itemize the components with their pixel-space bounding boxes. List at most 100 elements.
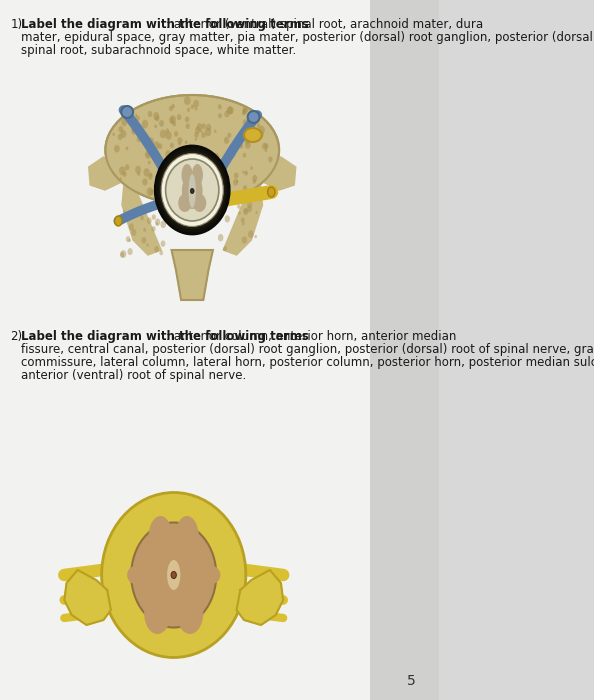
Circle shape xyxy=(160,130,166,139)
Circle shape xyxy=(154,185,159,191)
Circle shape xyxy=(131,128,136,134)
Circle shape xyxy=(254,113,260,121)
Circle shape xyxy=(213,153,219,160)
Ellipse shape xyxy=(121,106,133,118)
Circle shape xyxy=(151,214,156,220)
Circle shape xyxy=(119,177,122,180)
Circle shape xyxy=(118,126,124,132)
Circle shape xyxy=(184,96,191,105)
Circle shape xyxy=(153,112,159,120)
Circle shape xyxy=(170,172,173,176)
Circle shape xyxy=(183,188,188,194)
Circle shape xyxy=(242,171,245,174)
Polygon shape xyxy=(259,157,296,190)
Circle shape xyxy=(141,237,146,244)
Circle shape xyxy=(252,179,256,183)
Circle shape xyxy=(115,216,122,226)
Circle shape xyxy=(224,177,228,183)
Circle shape xyxy=(242,108,247,115)
Polygon shape xyxy=(64,570,111,625)
Circle shape xyxy=(242,237,247,244)
Circle shape xyxy=(255,118,260,123)
Circle shape xyxy=(129,210,135,218)
Ellipse shape xyxy=(158,150,226,230)
Circle shape xyxy=(160,169,165,175)
Polygon shape xyxy=(166,633,181,655)
Circle shape xyxy=(198,185,201,188)
Circle shape xyxy=(248,230,254,238)
Circle shape xyxy=(265,148,267,152)
Ellipse shape xyxy=(167,560,181,590)
Circle shape xyxy=(185,116,189,122)
Circle shape xyxy=(160,240,165,247)
Circle shape xyxy=(190,188,194,193)
Circle shape xyxy=(244,106,248,113)
Ellipse shape xyxy=(204,566,220,584)
Circle shape xyxy=(184,183,187,187)
Polygon shape xyxy=(169,495,178,512)
Circle shape xyxy=(258,130,264,138)
Circle shape xyxy=(193,176,196,180)
Circle shape xyxy=(222,190,226,194)
Ellipse shape xyxy=(102,493,246,657)
Circle shape xyxy=(247,206,252,212)
Circle shape xyxy=(207,192,210,196)
Circle shape xyxy=(221,187,226,195)
Circle shape xyxy=(185,141,188,144)
Circle shape xyxy=(125,146,128,150)
Circle shape xyxy=(158,143,162,149)
Circle shape xyxy=(197,123,203,131)
Circle shape xyxy=(177,114,181,120)
Circle shape xyxy=(226,190,230,196)
Circle shape xyxy=(174,131,178,136)
Circle shape xyxy=(143,136,148,143)
Circle shape xyxy=(258,126,265,134)
Circle shape xyxy=(143,178,148,186)
Circle shape xyxy=(121,130,127,138)
Circle shape xyxy=(243,108,247,113)
Circle shape xyxy=(147,188,153,196)
Circle shape xyxy=(148,174,153,180)
Circle shape xyxy=(131,127,135,132)
Circle shape xyxy=(249,127,255,135)
Circle shape xyxy=(250,167,253,170)
Circle shape xyxy=(189,158,193,162)
Circle shape xyxy=(145,150,151,159)
Circle shape xyxy=(176,164,180,169)
Circle shape xyxy=(192,158,196,162)
Circle shape xyxy=(194,163,198,169)
Circle shape xyxy=(216,174,221,180)
Circle shape xyxy=(136,116,140,121)
Circle shape xyxy=(135,124,141,132)
Circle shape xyxy=(118,134,122,140)
Circle shape xyxy=(171,571,176,578)
Circle shape xyxy=(196,154,202,162)
Circle shape xyxy=(213,159,216,164)
Circle shape xyxy=(147,153,150,157)
Circle shape xyxy=(140,216,144,220)
Circle shape xyxy=(239,211,241,215)
Ellipse shape xyxy=(131,522,216,627)
Circle shape xyxy=(112,133,115,136)
Circle shape xyxy=(234,173,238,178)
Circle shape xyxy=(129,223,134,230)
Circle shape xyxy=(193,100,199,108)
Circle shape xyxy=(121,118,127,126)
Circle shape xyxy=(241,218,245,223)
Circle shape xyxy=(156,175,159,178)
Circle shape xyxy=(137,136,141,142)
Circle shape xyxy=(165,150,171,158)
Circle shape xyxy=(120,252,124,258)
Circle shape xyxy=(169,118,174,124)
Circle shape xyxy=(239,144,243,148)
Circle shape xyxy=(148,141,151,145)
Circle shape xyxy=(166,132,172,140)
Circle shape xyxy=(144,168,150,177)
Circle shape xyxy=(244,209,247,213)
Circle shape xyxy=(171,191,174,195)
Circle shape xyxy=(173,175,179,183)
Circle shape xyxy=(170,143,174,148)
Ellipse shape xyxy=(161,153,223,227)
Polygon shape xyxy=(172,250,213,300)
Circle shape xyxy=(243,208,248,215)
